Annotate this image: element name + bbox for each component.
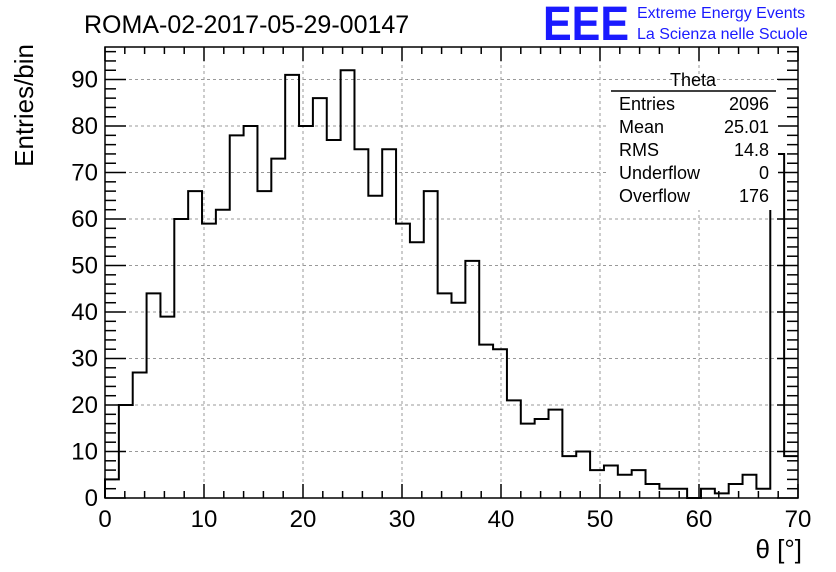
histogram-bin — [382, 149, 396, 498]
histogram-bin — [327, 140, 341, 498]
stats-value: 25.01 — [724, 117, 769, 137]
histogram-bin — [133, 372, 147, 498]
histogram-bin — [313, 98, 327, 498]
histogram-bin — [354, 149, 368, 498]
eee-logo: EEE Extreme Energy Events La Scienza nel… — [543, 0, 808, 51]
histogram-bin — [521, 424, 535, 498]
stats-value: 176 — [739, 186, 769, 206]
x-tick-label: 50 — [587, 506, 614, 533]
stats-value: 14.8 — [734, 140, 769, 160]
histogram-bin — [216, 210, 230, 498]
stats-label: RMS — [619, 140, 659, 160]
stats-value: 2096 — [729, 94, 769, 114]
stats-box-rows: Entries 2096 Mean 25.01 RMS 14.8 Underflow 0 Ove… — [619, 94, 769, 206]
chart-title: ROMA-02-2017-05-29-00147 — [84, 11, 409, 39]
histogram-bin — [465, 261, 479, 498]
x-tick-label: 10 — [191, 506, 218, 533]
histogram-bin — [576, 452, 590, 498]
histogram-bin — [174, 219, 188, 498]
x-axis-label: θ [°] — [755, 534, 802, 564]
y-tick-label: 90 — [71, 67, 98, 94]
histogram-bin — [646, 484, 660, 498]
stats-label: Mean — [619, 117, 664, 137]
histogram-bin — [507, 400, 521, 498]
x-tick-label: 70 — [785, 506, 812, 533]
plot-frame — [104, 46, 799, 499]
x-tick-label: 30 — [389, 506, 416, 533]
y-tick-label: 70 — [71, 160, 98, 187]
stats-box-background — [609, 80, 778, 210]
stats-label: Entries — [619, 94, 675, 114]
y-tick-label: 50 — [71, 253, 98, 280]
histogram-bin — [368, 196, 382, 498]
y-tick-label: 40 — [71, 299, 98, 326]
stats-label: Underflow — [619, 163, 701, 183]
histogram-bin — [535, 419, 549, 498]
histogram-bin — [271, 159, 285, 498]
histogram-bin — [590, 470, 604, 498]
stats-value: 0 — [759, 163, 769, 183]
histogram-bin — [452, 303, 466, 498]
histogram-outline — [104, 69, 798, 499]
x-tick-label: 40 — [488, 506, 515, 533]
histogram-bin — [784, 456, 798, 498]
histogram-bin — [673, 489, 687, 498]
y-axis-ticks: 0 10 20 30 40 50 60 70 80 90 — [71, 50, 798, 512]
histogram-bin — [479, 345, 493, 498]
histogram-bin — [396, 224, 410, 498]
histogram-bin — [230, 135, 244, 498]
histogram-bin — [147, 293, 161, 498]
y-tick-label: 60 — [71, 206, 98, 233]
histogram-bin — [604, 465, 618, 498]
histogram-bin — [701, 489, 715, 498]
histogram-bin — [410, 242, 424, 498]
eee-logo-mark: EEE — [543, 0, 629, 51]
histogram-bin — [743, 475, 757, 498]
eee-logo-line1: Extreme Energy Events — [637, 5, 805, 22]
histogram-bin — [562, 456, 576, 498]
stats-label: Overflow — [619, 186, 691, 206]
stats-box: Theta Entries 2096 Mean 25.01 RMS 14.8 Underfl… — [609, 70, 778, 210]
histogram-bin — [285, 75, 299, 498]
histogram-bin — [549, 410, 563, 498]
stats-box-title: Theta — [670, 70, 717, 90]
eee-logo-line2: La Scienza nelle Scuole — [637, 26, 808, 43]
histogram-bin — [659, 489, 673, 498]
histogram-bin — [729, 484, 743, 498]
y-tick-label: 0 — [85, 485, 98, 512]
x-axis-ticks: 0 10 20 30 40 50 60 70 — [98, 47, 811, 533]
x-tick-label: 20 — [290, 506, 317, 533]
y-tick-label: 10 — [71, 439, 98, 466]
histogram-bin — [160, 317, 174, 498]
y-tick-label: 20 — [71, 392, 98, 419]
x-tick-label: 60 — [686, 506, 713, 533]
x-tick-label: 0 — [98, 506, 111, 533]
histogram-bin — [632, 470, 646, 498]
y-tick-label: 80 — [71, 113, 98, 140]
histogram-bin — [341, 70, 355, 498]
histogram-bin — [493, 349, 507, 498]
y-axis-label: Entries/bin — [9, 44, 39, 167]
y-tick-label: 30 — [71, 346, 98, 373]
histogram-bin — [438, 293, 452, 498]
